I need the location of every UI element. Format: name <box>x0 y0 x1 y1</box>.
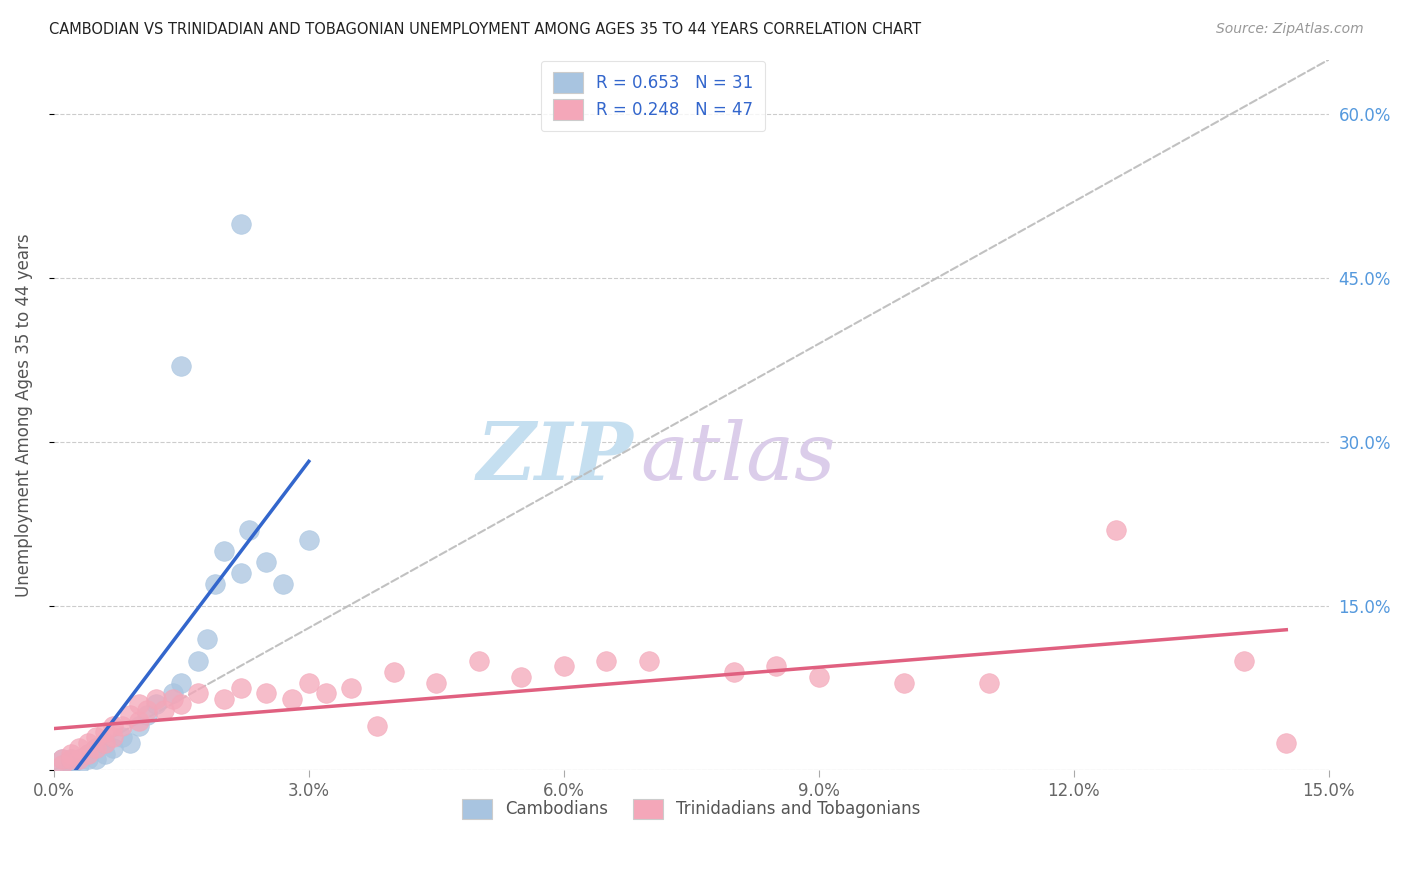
Point <box>128 719 150 733</box>
Point <box>170 698 193 712</box>
Point <box>76 736 98 750</box>
Point <box>128 698 150 712</box>
Point <box>86 741 108 756</box>
Point <box>254 686 277 700</box>
Point <box>51 757 73 772</box>
Text: CAMBODIAN VS TRINIDADIAN AND TOBAGONIAN UNEMPLOYMENT AMONG AGES 35 TO 44 YEARS C: CAMBODIAN VS TRINIDADIAN AND TOBAGONIAN … <box>49 22 921 37</box>
Point <box>807 670 830 684</box>
Point <box>425 675 447 690</box>
Point <box>298 675 321 690</box>
Point <box>187 686 209 700</box>
Point <box>315 686 337 700</box>
Point <box>977 675 1000 690</box>
Point <box>723 665 745 679</box>
Point <box>153 703 176 717</box>
Point <box>195 632 218 646</box>
Text: atlas: atlas <box>640 418 835 496</box>
Point <box>94 747 117 761</box>
Point <box>86 752 108 766</box>
Point <box>212 692 235 706</box>
Point <box>111 730 134 744</box>
Point <box>51 752 73 766</box>
Point <box>111 719 134 733</box>
Point <box>120 708 142 723</box>
Point <box>76 747 98 761</box>
Point <box>67 741 90 756</box>
Point <box>51 752 73 766</box>
Text: ZIP: ZIP <box>477 418 634 496</box>
Point <box>1233 654 1256 668</box>
Point <box>382 665 405 679</box>
Point <box>1105 523 1128 537</box>
Point <box>162 692 184 706</box>
Point <box>212 544 235 558</box>
Point <box>59 752 82 766</box>
Point <box>76 752 98 766</box>
Point <box>510 670 533 684</box>
Point <box>281 692 304 706</box>
Point <box>893 675 915 690</box>
Point <box>145 692 167 706</box>
Point <box>94 724 117 739</box>
Point <box>76 747 98 761</box>
Point <box>1275 736 1298 750</box>
Point <box>86 741 108 756</box>
Point <box>553 659 575 673</box>
Point <box>238 523 260 537</box>
Point <box>59 757 82 772</box>
Point <box>59 752 82 766</box>
Point <box>94 736 117 750</box>
Point <box>298 533 321 548</box>
Point <box>468 654 491 668</box>
Point <box>103 719 125 733</box>
Point <box>187 654 209 668</box>
Point <box>120 736 142 750</box>
Point <box>170 675 193 690</box>
Point <box>103 730 125 744</box>
Point <box>765 659 787 673</box>
Point <box>273 577 295 591</box>
Point <box>128 714 150 728</box>
Point <box>204 577 226 591</box>
Point <box>51 757 73 772</box>
Y-axis label: Unemployment Among Ages 35 to 44 years: Unemployment Among Ages 35 to 44 years <box>15 233 32 597</box>
Legend: Cambodians, Trinidadians and Tobagonians: Cambodians, Trinidadians and Tobagonians <box>456 792 928 826</box>
Point <box>59 747 82 761</box>
Point <box>229 681 252 695</box>
Point <box>595 654 617 668</box>
Point <box>67 757 90 772</box>
Point <box>162 686 184 700</box>
Point <box>86 730 108 744</box>
Point <box>145 698 167 712</box>
Point <box>254 555 277 569</box>
Point <box>67 752 90 766</box>
Point <box>637 654 659 668</box>
Point <box>229 217 252 231</box>
Point <box>136 703 159 717</box>
Text: Source: ZipAtlas.com: Source: ZipAtlas.com <box>1216 22 1364 37</box>
Point <box>67 752 90 766</box>
Point <box>94 736 117 750</box>
Point <box>136 708 159 723</box>
Point <box>170 359 193 373</box>
Point <box>229 566 252 581</box>
Point <box>340 681 363 695</box>
Point <box>103 741 125 756</box>
Point <box>366 719 388 733</box>
